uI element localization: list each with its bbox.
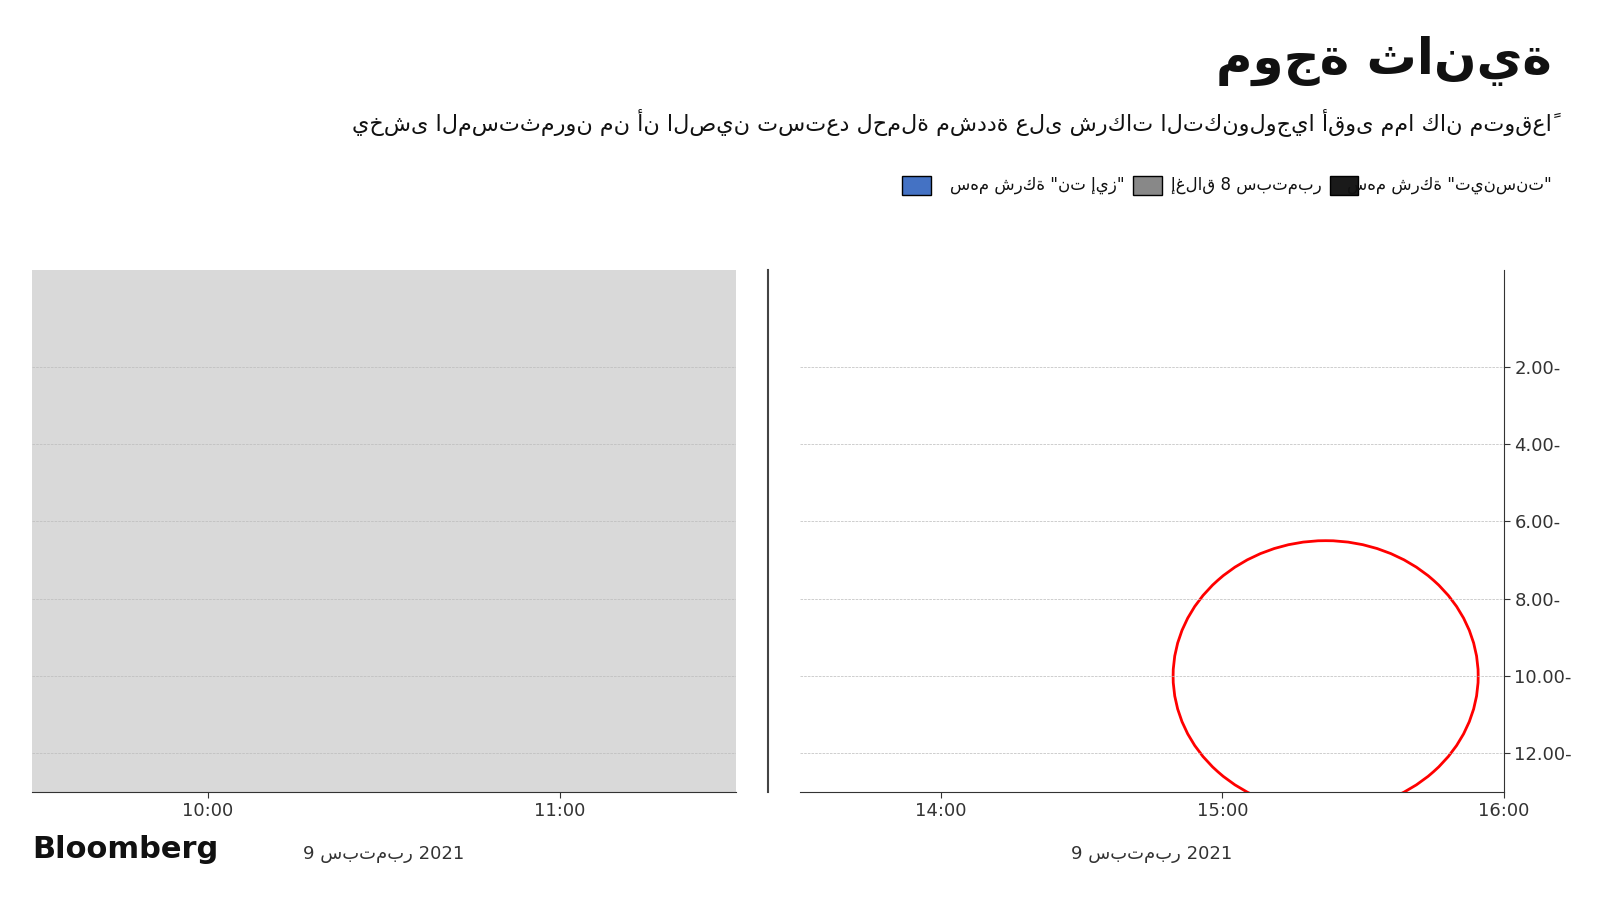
X-axis label: 9 سبتمبر 2021: 9 سبتمبر 2021 (1072, 845, 1232, 863)
Text: يخشى المستثمرون من أن الصين تستعد لحملة مشددة على شركات التكنولوجيا أقوى مما كان: يخشى المستثمرون من أن الصين تستعد لحملة … (352, 108, 1552, 136)
Text: سهم شركة "تينسنت": سهم شركة "تينسنت" (1347, 176, 1552, 194)
Text: سهم شركة "نت إيز": سهم شركة "نت إيز" (950, 176, 1125, 194)
Text: إغلاق 8 سبتمبر: إغلاق 8 سبتمبر (1171, 176, 1322, 194)
Text: Bloomberg: Bloomberg (32, 835, 218, 864)
X-axis label: 9 سبتمبر 2021: 9 سبتمبر 2021 (304, 845, 464, 863)
Text: موجة ثانية: موجة ثانية (1216, 36, 1552, 86)
